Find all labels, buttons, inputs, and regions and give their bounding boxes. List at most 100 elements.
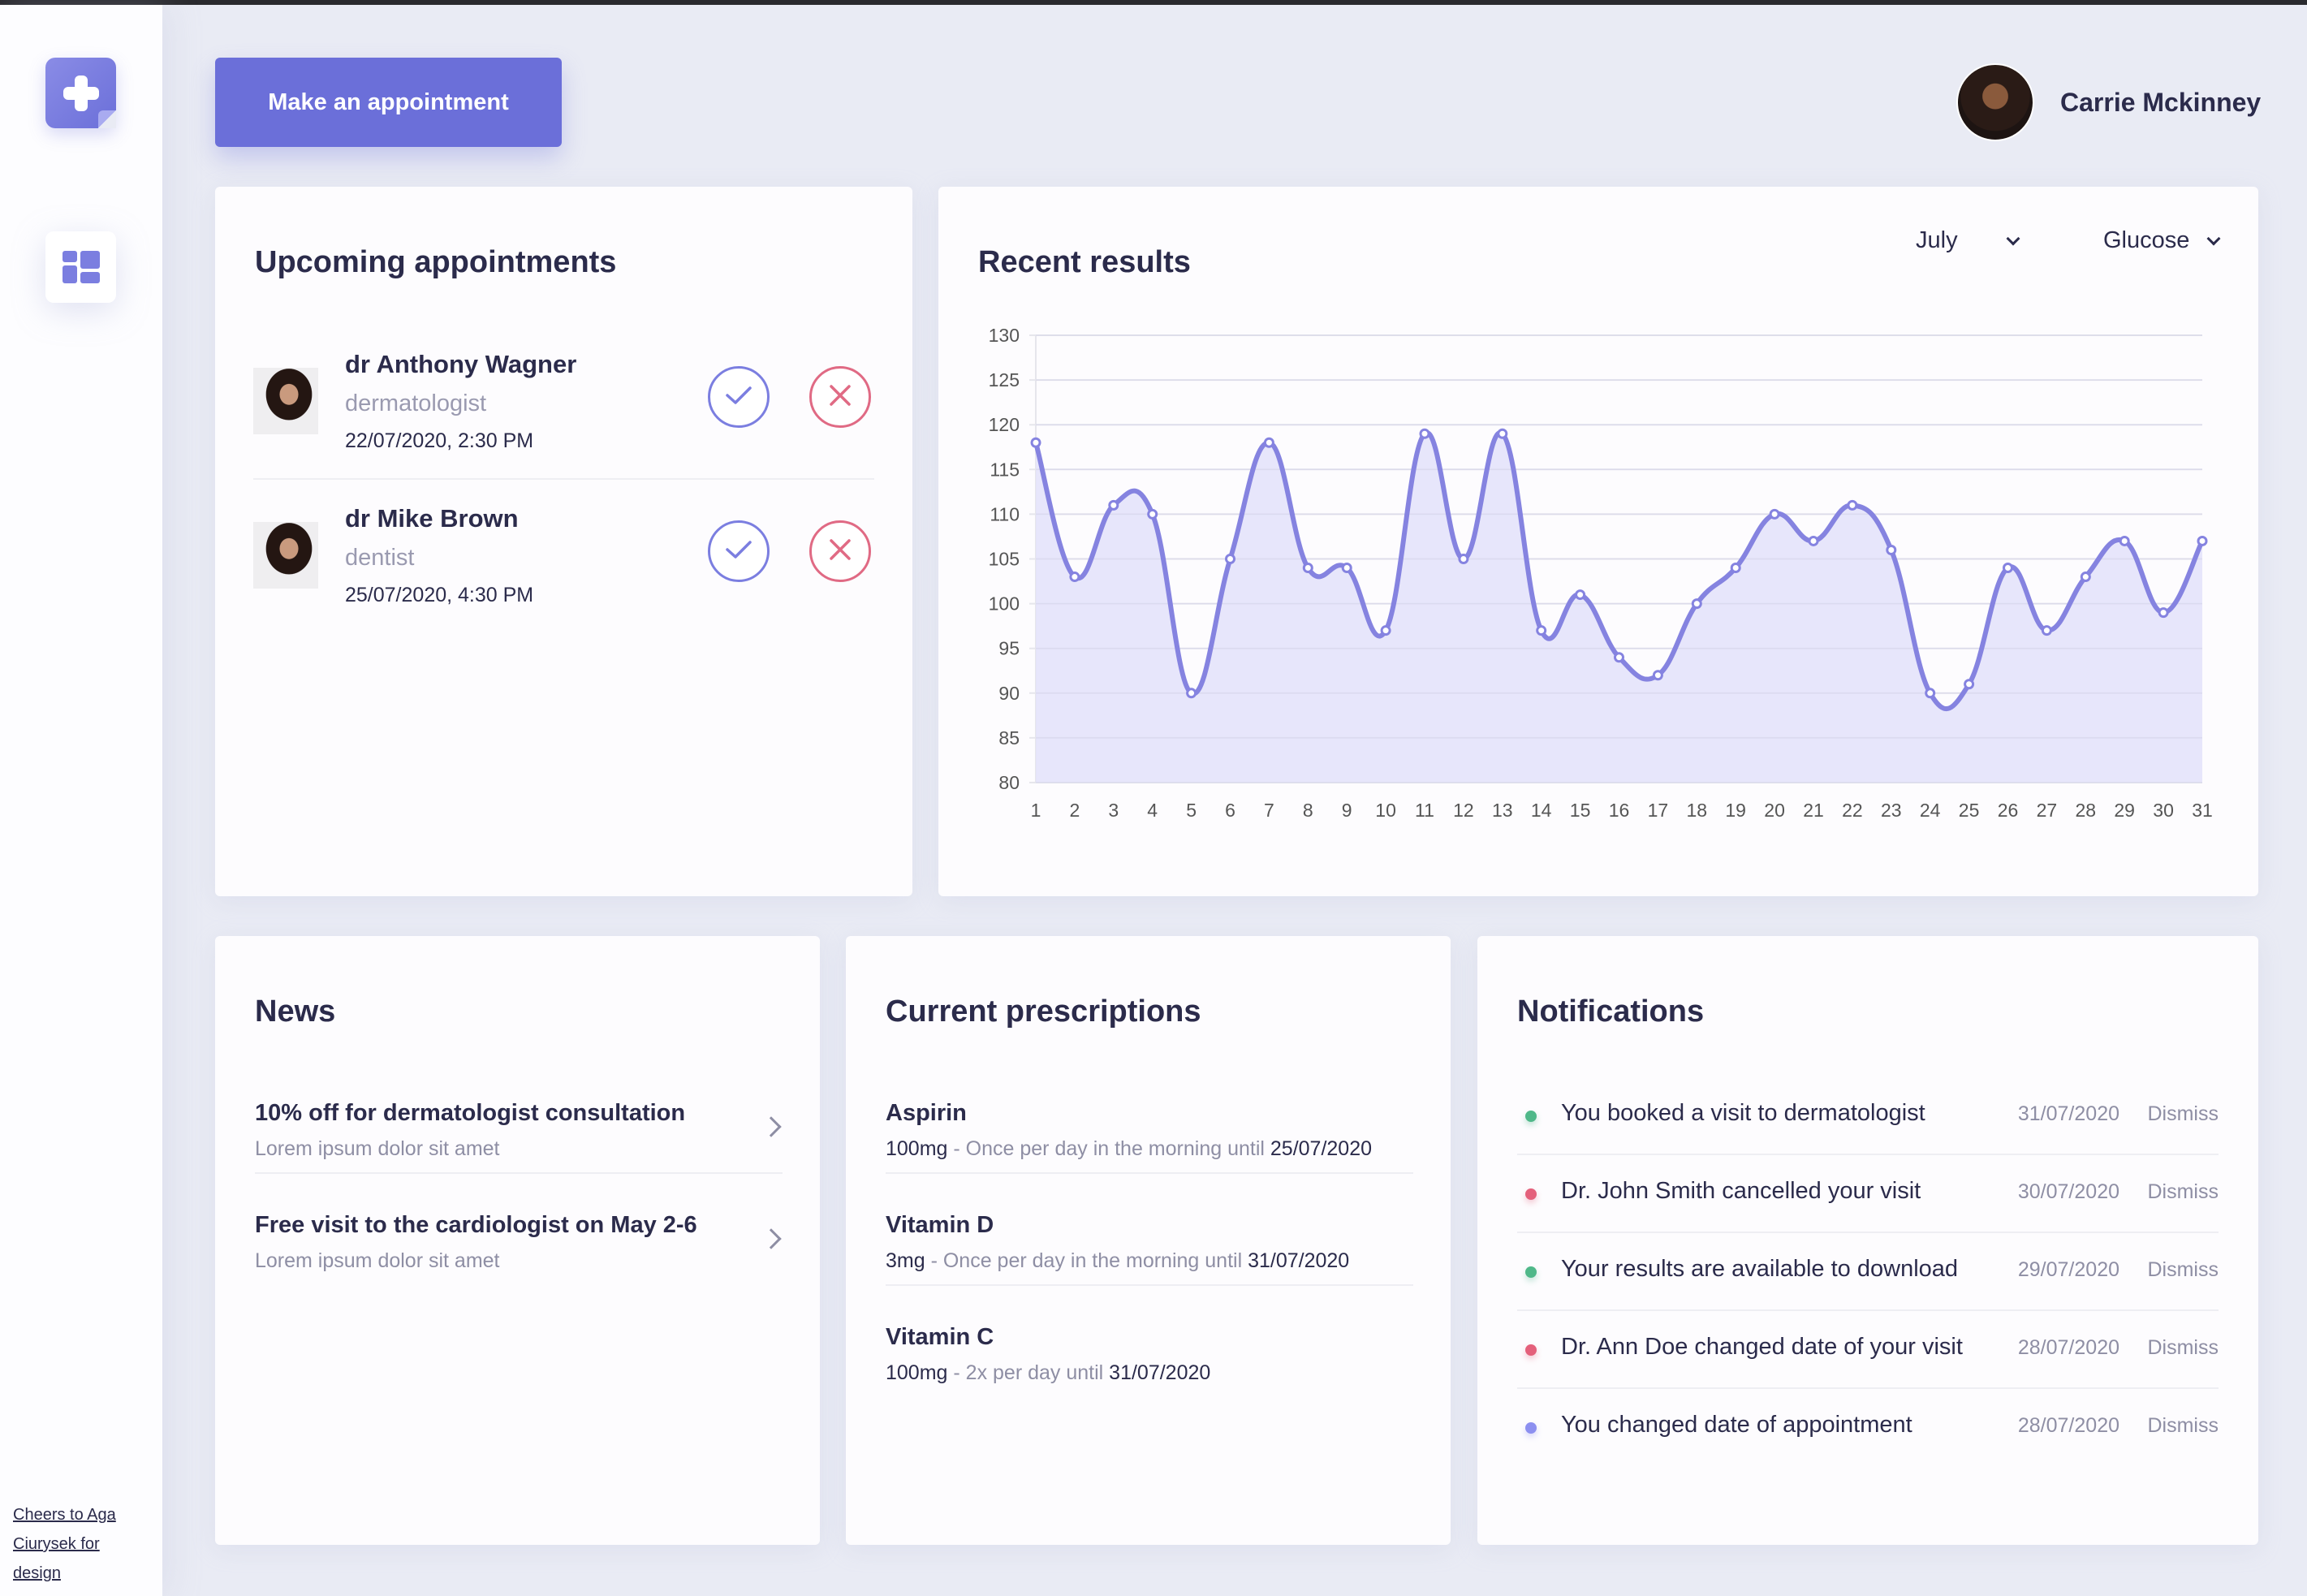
card-title: Recent results bbox=[978, 245, 1191, 279]
data-point bbox=[1691, 598, 1702, 610]
user-profile[interactable]: Carrie Mckinney bbox=[1956, 63, 2261, 141]
dashboard-icon bbox=[62, 251, 100, 283]
notification-item: You changed date of appointment 28/07/202… bbox=[1517, 1412, 2219, 1490]
series-area bbox=[1036, 432, 2202, 783]
prescription-dose: 3mg bbox=[886, 1249, 925, 1272]
y-tick-label: 100 bbox=[989, 593, 1020, 615]
data-point bbox=[1108, 499, 1119, 511]
data-point bbox=[2041, 625, 2052, 636]
prescription-item: Vitamin C 100mg - 2x per day until 31/07/… bbox=[886, 1324, 1413, 1436]
dismiss-button[interactable]: Dismiss bbox=[2147, 1258, 2219, 1281]
status-dot-icon bbox=[1525, 1344, 1537, 1356]
chevron-right-icon[interactable] bbox=[761, 1116, 782, 1137]
data-point bbox=[1536, 625, 1547, 636]
x-tick-label: 13 bbox=[1492, 800, 1513, 821]
appointment-datetime: 22/07/2020, 2:30 PM bbox=[345, 429, 534, 452]
upcoming-appointments-card: Upcoming appointments dr Anthony Wagner d… bbox=[215, 187, 912, 896]
appointment-item: dr Mike Brown dentist 25/07/2020, 4:30 PM bbox=[253, 504, 874, 676]
notification-text: Dr. Ann Doe changed date of your visit bbox=[1561, 1334, 1963, 1360]
prescription-detail: 100mg - Once per day in the morning unti… bbox=[886, 1137, 1372, 1161]
cancel-button[interactable] bbox=[809, 520, 871, 582]
notification-date: 31/07/2020 bbox=[2017, 1102, 2119, 1125]
notification-date: 29/07/2020 bbox=[2017, 1258, 2119, 1281]
confirm-button[interactable] bbox=[708, 366, 770, 428]
data-point bbox=[2080, 572, 2091, 583]
medical-plus-icon[interactable] bbox=[45, 58, 116, 128]
dismiss-button[interactable]: Dismiss bbox=[2147, 1180, 2219, 1203]
x-tick-label: 8 bbox=[1303, 800, 1313, 821]
notification-item: Your results are available to download 29… bbox=[1517, 1256, 2219, 1334]
chevron-right-icon[interactable] bbox=[761, 1228, 782, 1249]
make-appointment-button[interactable]: Make an appointment bbox=[215, 58, 562, 147]
x-tick-label: 15 bbox=[1570, 800, 1591, 821]
y-tick-label: 110 bbox=[990, 503, 1020, 524]
avatar[interactable] bbox=[1956, 63, 2034, 141]
data-point bbox=[1769, 508, 1780, 520]
notification-item: Dr. John Smith cancelled your visit 30/07… bbox=[1517, 1178, 2219, 1256]
month-dropdown[interactable]: July bbox=[1916, 227, 2020, 254]
status-dot-icon bbox=[1525, 1188, 1537, 1200]
x-tick-label: 20 bbox=[1764, 800, 1785, 821]
status-dot-icon bbox=[1525, 1422, 1537, 1434]
x-tick-label: 31 bbox=[2192, 800, 2213, 821]
card-title: Upcoming appointments bbox=[255, 245, 617, 279]
dismiss-button[interactable]: Dismiss bbox=[2147, 1336, 2219, 1359]
divider bbox=[253, 478, 874, 480]
check-icon bbox=[725, 385, 752, 410]
data-point bbox=[1886, 544, 1897, 555]
data-point bbox=[1302, 563, 1313, 574]
prescription-name: Vitamin C bbox=[886, 1324, 994, 1350]
news-item[interactable]: Free visit to the cardiologist on May 2-… bbox=[255, 1212, 783, 1324]
cancel-button[interactable] bbox=[809, 366, 871, 428]
prescription-dose: 100mg bbox=[886, 1361, 948, 1384]
recent-results-card: Recent results July Glucose 80 85 90 95 100 1… bbox=[938, 187, 2258, 896]
credit-link[interactable]: Cheers to Aga Ciurysek for design bbox=[13, 1506, 116, 1582]
appointment-item: dr Anthony Wagner dermatologist 22/07/2020… bbox=[253, 350, 874, 522]
notification-date: 30/07/2020 bbox=[2017, 1180, 2119, 1203]
data-point bbox=[1808, 535, 1819, 546]
x-tick-label: 25 bbox=[1959, 800, 1980, 821]
x-tick-label: 30 bbox=[2153, 800, 2174, 821]
doctor-specialty: dentist bbox=[345, 545, 415, 571]
divider bbox=[886, 1284, 1413, 1286]
notification-item: You booked a visit to dermatologist 31/07… bbox=[1517, 1100, 2219, 1178]
notification-text: You booked a visit to dermatologist bbox=[1561, 1100, 1925, 1126]
prescription-name: Vitamin D bbox=[886, 1212, 994, 1238]
news-subtitle: Lorem ipsum dolor sit amet bbox=[255, 1137, 500, 1160]
dismiss-button[interactable]: Dismiss bbox=[2147, 1414, 2219, 1437]
data-point bbox=[1925, 688, 1936, 699]
divider bbox=[1517, 1232, 2219, 1233]
notification-text: Your results are available to download bbox=[1561, 1256, 1959, 1282]
news-title: Free visit to the cardiologist on May 2-… bbox=[255, 1212, 697, 1238]
data-point bbox=[1263, 437, 1274, 448]
y-tick-label: 80 bbox=[998, 772, 1020, 793]
prescription-until: 31/07/2020 bbox=[1109, 1361, 1211, 1384]
x-tick-label: 10 bbox=[1375, 800, 1396, 821]
doctor-photo bbox=[253, 368, 318, 434]
data-point bbox=[2119, 535, 2130, 546]
dismiss-button[interactable]: Dismiss bbox=[2147, 1102, 2219, 1125]
y-tick-label: 115 bbox=[990, 459, 1020, 480]
month-value: July bbox=[1916, 227, 1958, 253]
data-point bbox=[1225, 554, 1235, 564]
x-tick-label: 1 bbox=[1031, 800, 1041, 821]
confirm-button[interactable] bbox=[708, 520, 770, 582]
x-tick-label: 23 bbox=[1881, 800, 1902, 821]
data-point bbox=[1575, 589, 1586, 601]
notification-text: Dr. John Smith cancelled your visit bbox=[1561, 1178, 1921, 1204]
prescription-item: Aspirin 100mg - Once per day in the morni… bbox=[886, 1100, 1413, 1212]
prescription-schedule: - Once per day in the morning until bbox=[947, 1137, 1270, 1160]
close-icon bbox=[829, 538, 852, 565]
sidebar-item-dashboard[interactable] bbox=[45, 231, 116, 303]
data-point bbox=[1497, 428, 1508, 439]
prescriptions-card: Current prescriptions Aspirin 100mg - Onc… bbox=[846, 936, 1451, 1545]
x-tick-label: 7 bbox=[1264, 800, 1274, 821]
series-line bbox=[1033, 430, 2205, 712]
data-point bbox=[1847, 499, 1858, 511]
x-tick-label: 17 bbox=[1648, 800, 1669, 821]
x-tick-label: 14 bbox=[1531, 800, 1552, 821]
news-item[interactable]: 10% off for dermatologist consultation Lo… bbox=[255, 1100, 783, 1212]
data-point bbox=[2158, 607, 2169, 619]
metric-dropdown[interactable]: Glucose bbox=[2103, 227, 2221, 254]
